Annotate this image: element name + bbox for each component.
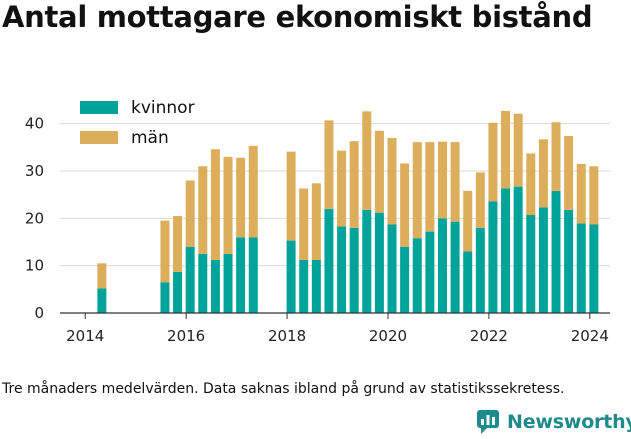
bar-man	[198, 166, 208, 254]
bar-kvinnor	[551, 190, 561, 313]
bar-man	[400, 163, 410, 247]
bar-man	[349, 141, 359, 228]
y-tick-label: 30	[25, 162, 44, 180]
bar-kvinnor	[450, 221, 460, 313]
footnote: Tre månaders medelvärden. Data saknas ib…	[2, 381, 565, 397]
bar-kvinnor	[160, 282, 170, 313]
bar-man	[362, 111, 372, 210]
bar-man	[538, 139, 548, 208]
bar-man	[412, 142, 422, 239]
bar-man	[97, 263, 107, 289]
bar-kvinnor	[349, 227, 359, 313]
bar-man	[173, 215, 183, 272]
bar-kvinnor	[248, 237, 258, 313]
bar-kvinnor	[374, 212, 384, 313]
bar-kvinnor	[236, 237, 246, 313]
bar-man	[526, 153, 536, 216]
bar-man	[210, 149, 220, 260]
bar-kvinnor	[387, 224, 397, 313]
x-tick-label: 2014	[66, 327, 104, 345]
bar-kvinnor	[311, 259, 321, 313]
bar-man	[589, 166, 599, 225]
bar-man	[223, 156, 233, 254]
bar-kvinnor	[564, 209, 574, 313]
newsworthy-logo-icon	[477, 410, 499, 434]
x-tick-label: 2016	[167, 327, 205, 345]
bar-man	[299, 188, 309, 260]
bar-kvinnor	[538, 207, 548, 313]
y-tick-label: 10	[25, 257, 44, 275]
legend: kvinnor män	[80, 98, 195, 148]
bar-kvinnor	[475, 227, 485, 313]
x-tick-label: 2020	[369, 327, 407, 345]
bar-man	[286, 151, 296, 241]
bar-kvinnor	[576, 223, 586, 313]
bar-kvinnor	[173, 271, 183, 313]
x-tick-label: 2018	[268, 327, 306, 345]
bar-kvinnor	[488, 201, 498, 313]
bar-man	[387, 137, 397, 225]
bar-kvinnor	[526, 215, 536, 313]
bar-kvinnor	[501, 188, 511, 313]
bar-kvinnor	[589, 224, 599, 313]
bar-kvinnor	[412, 238, 422, 313]
bar-kvinnor	[210, 259, 220, 313]
brand-logo: Newsworthy	[476, 408, 631, 436]
axes: 0 10 20 30 40 2014 2016 2018 2020 2022 2024	[25, 115, 610, 345]
bar-kvinnor	[513, 186, 523, 313]
bar-man	[501, 110, 511, 189]
bar-kvinnor	[286, 240, 296, 313]
x-tick-label: 2022	[470, 327, 508, 345]
legend-label: män	[131, 128, 169, 148]
bar-man	[324, 120, 334, 209]
bar-man	[564, 135, 574, 210]
legend-swatch	[80, 131, 118, 144]
bar-kvinnor	[324, 208, 334, 313]
legend-swatch	[80, 101, 118, 114]
chart-area: 0 10 20 30 40 2014 2016 2018 2020 2022 2024 kvinno…	[25, 98, 610, 345]
bar-man	[311, 183, 321, 260]
bar-kvinnor	[337, 226, 347, 313]
y-tick-label: 40	[25, 115, 44, 133]
bar-man	[551, 122, 561, 191]
bar-man	[374, 130, 384, 213]
bars	[97, 110, 599, 313]
bar-kvinnor	[185, 246, 195, 313]
bar-man	[425, 142, 435, 232]
bar-man	[248, 145, 258, 238]
bar-kvinnor	[97, 288, 107, 313]
legend-label: kvinnor	[131, 98, 195, 118]
bar-man	[513, 113, 523, 187]
bar-man	[488, 122, 498, 202]
bar-man	[337, 150, 347, 227]
bar-kvinnor	[463, 251, 473, 313]
y-tick-label: 0	[34, 304, 44, 322]
chart-title: Antal mottagare ekonomiskt bistånd	[2, 0, 593, 34]
bar-kvinnor	[400, 246, 410, 313]
bar-man	[160, 220, 170, 283]
y-tick-label: 20	[25, 209, 44, 227]
bar-kvinnor	[425, 231, 435, 313]
bar-man	[450, 142, 460, 222]
bar-kvinnor	[198, 253, 208, 313]
bar-kvinnor	[437, 218, 447, 313]
bar-man	[236, 157, 246, 238]
bar-man	[475, 172, 485, 228]
bar-kvinnor	[299, 259, 309, 313]
bar-kvinnor	[362, 209, 372, 313]
bar-man	[185, 180, 195, 247]
bar-man	[437, 141, 447, 219]
bar-kvinnor	[223, 253, 233, 313]
brand-name: Newsworthy	[507, 411, 631, 433]
bar-man	[576, 163, 586, 224]
bar-man	[463, 190, 473, 252]
x-tick-label: 2024	[571, 327, 609, 345]
